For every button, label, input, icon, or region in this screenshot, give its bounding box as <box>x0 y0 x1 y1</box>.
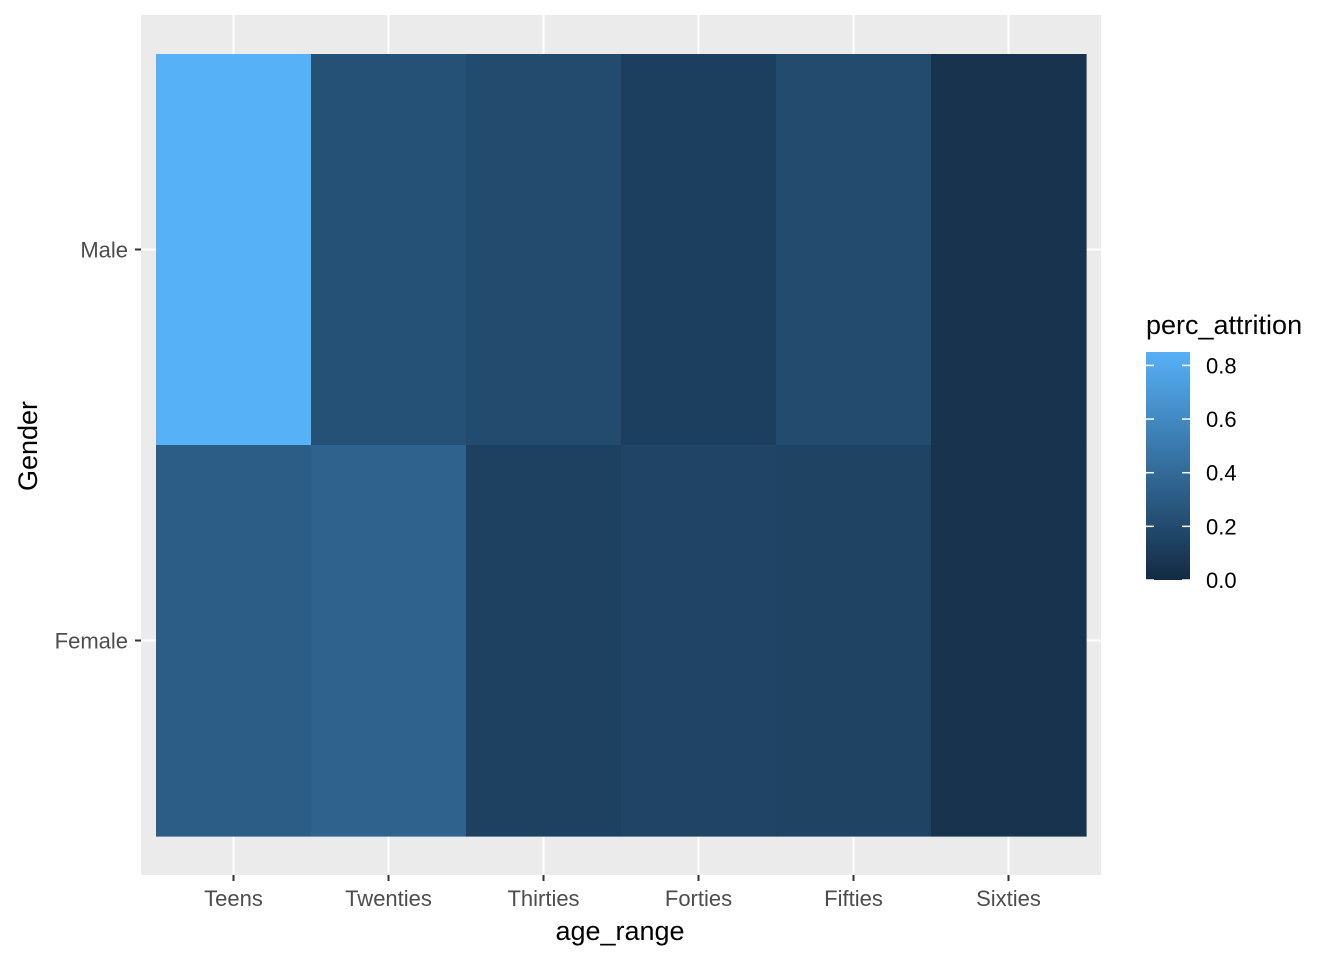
x-tick-label: Teens <box>204 886 263 911</box>
legend-break-label: 0.4 <box>1206 461 1237 486</box>
x-tick-label: Fifties <box>824 886 883 911</box>
y-axis: Female Male <box>55 238 141 654</box>
heatmap-cell-male-twenties <box>311 54 467 446</box>
heatmap-cell-female-fifties <box>776 445 932 837</box>
heatmap-cell-female-thirties <box>466 445 622 837</box>
legend-break-label: 0.2 <box>1206 514 1237 539</box>
y-tick-label: Female <box>55 629 128 654</box>
y-axis-title: Gender <box>13 401 43 491</box>
x-tick-label: Forties <box>665 886 732 911</box>
legend-break-label: 0.8 <box>1206 353 1237 378</box>
heatmap-cell-female-sixties <box>931 445 1087 837</box>
y-tick-label: Male <box>80 238 128 263</box>
heatmap-cells <box>156 54 1087 837</box>
x-tick-label: Sixties <box>976 886 1041 911</box>
heatmap-cell-male-fifties <box>776 54 932 446</box>
heatmap-cell-male-forties <box>621 54 777 446</box>
legend-title: perc_attrition <box>1146 310 1302 340</box>
heatmap-cell-female-teens <box>156 445 312 837</box>
x-axis-title: age_range <box>555 916 684 946</box>
heatmap-cell-male-thirties <box>466 54 622 446</box>
heatmap-cell-female-forties <box>621 445 777 837</box>
x-axis: Teens Twenties Thirties Forties Fifties Sixti… <box>204 875 1041 911</box>
heatmap-cell-male-sixties <box>931 54 1087 446</box>
x-tick-label: Twenties <box>345 886 432 911</box>
color-legend: perc_attrition 0.0 0.2 0.4 0.6 0.8 <box>1146 310 1302 593</box>
heatmap-cell-male-teens <box>156 54 312 446</box>
legend-break-label: 0.0 <box>1206 568 1237 593</box>
heatmap-cell-female-twenties <box>311 445 467 837</box>
x-tick-label: Thirties <box>507 886 579 911</box>
legend-colorbar <box>1146 352 1190 580</box>
legend-break-label: 0.6 <box>1206 407 1237 432</box>
